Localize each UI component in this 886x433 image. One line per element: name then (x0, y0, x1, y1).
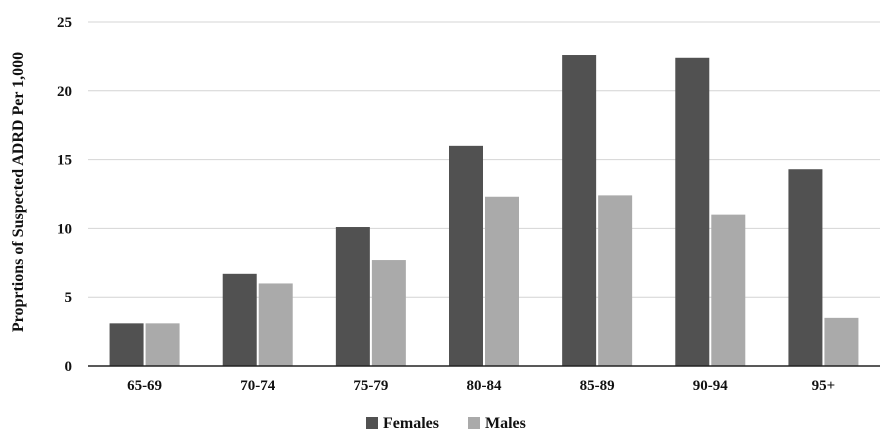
bar-females-75-79 (335, 227, 370, 366)
y-tick-label: 5 (65, 290, 73, 306)
x-tick-label: 70-74 (240, 378, 275, 394)
x-tick-label: 90-94 (693, 378, 728, 394)
y-tick-label: 20 (57, 84, 72, 100)
legend-label-females: Females (383, 415, 439, 432)
x-tick-label: 95+ (812, 378, 836, 394)
bar-males-95+ (824, 317, 859, 366)
x-tick-label: 65-69 (127, 378, 162, 394)
x-tick-label: 85-89 (580, 378, 615, 394)
bar-males-75-79 (371, 260, 406, 366)
bar-males-85-89 (598, 195, 633, 366)
legend-label-males: Males (485, 415, 526, 432)
y-tick-labels: 0 5 10 15 20 25 (57, 15, 72, 375)
x-tick-label: 75-79 (353, 378, 388, 394)
legend-swatch-females (366, 417, 378, 429)
y-tick-label: 25 (57, 15, 72, 31)
y-tick-label: 15 (57, 153, 72, 169)
y-tick-label: 0 (65, 359, 73, 375)
bar-females-70-74 (222, 273, 257, 366)
bar-females-65-69 (109, 323, 144, 366)
y-tick-label: 10 (57, 221, 72, 237)
x-tick-labels: 65-69 70-74 75-79 80-84 85-89 90-94 95+ (127, 378, 835, 394)
bar-females-85-89 (562, 55, 597, 367)
legend: Females Males (366, 415, 526, 432)
bar-males-70-74 (258, 283, 293, 366)
bar-females-90-94 (675, 57, 710, 366)
bars (109, 55, 859, 367)
gridlines (88, 21, 880, 298)
bar-females-95+ (788, 169, 823, 366)
bar-females-80-84 (449, 145, 483, 366)
x-tick-label: 80-84 (467, 378, 502, 394)
bar-males-90-94 (711, 214, 746, 366)
bar-males-80-84 (485, 196, 519, 366)
legend-swatch-males (468, 417, 480, 429)
bar-males-65-69 (145, 323, 180, 366)
y-axis-label: Proprtions of Suspected ADRD Per 1,000 (10, 52, 27, 332)
